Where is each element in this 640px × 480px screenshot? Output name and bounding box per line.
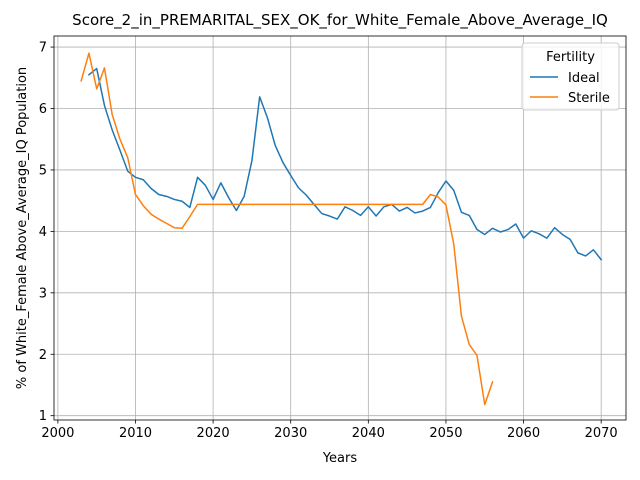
y-tick-label: 1 — [39, 409, 47, 424]
y-tick-label: 3 — [39, 286, 47, 301]
y-tick-label: 7 — [39, 41, 47, 56]
legend: Fertility Ideal Sterile — [521, 42, 620, 111]
legend-title: Fertility — [546, 50, 595, 65]
x-tick-label: 2010 — [119, 426, 152, 441]
x-tick-label: 2070 — [585, 426, 618, 441]
x-tick-label: 2020 — [197, 426, 230, 441]
x-tick-label: 2030 — [274, 426, 307, 441]
x-tick-label: 2060 — [507, 426, 540, 441]
x-tick-label: 2040 — [352, 426, 385, 441]
y-axis: 1 2 3 4 5 6 7 — [39, 41, 54, 424]
x-axis: 2000 2010 2020 2030 2040 2050 2060 2070 — [41, 420, 618, 441]
y-tick-label: 6 — [39, 102, 47, 117]
legend-box — [521, 42, 620, 111]
chart-title: Score_2_in_PREMARITAL_SEX_OK_for_White_F… — [72, 11, 608, 30]
y-tick-label: 2 — [39, 348, 47, 363]
series-layer — [80, 52, 603, 406]
plot-frame — [53, 35, 627, 421]
y-tick-label: 4 — [39, 225, 47, 240]
x-axis-label: Years — [322, 451, 358, 466]
x-tick-label: 2000 — [41, 426, 74, 441]
x-tick-label: 2050 — [429, 426, 462, 441]
legend-label-ideal: Ideal — [568, 71, 600, 86]
y-tick-label: 5 — [39, 163, 47, 178]
y-axis-label: % of White_Female Above_Average_IQ Popul… — [15, 67, 30, 389]
legend-label-sterile: Sterile — [568, 91, 610, 106]
series-line-ideal — [87, 67, 603, 261]
series-line-sterile — [80, 52, 494, 406]
